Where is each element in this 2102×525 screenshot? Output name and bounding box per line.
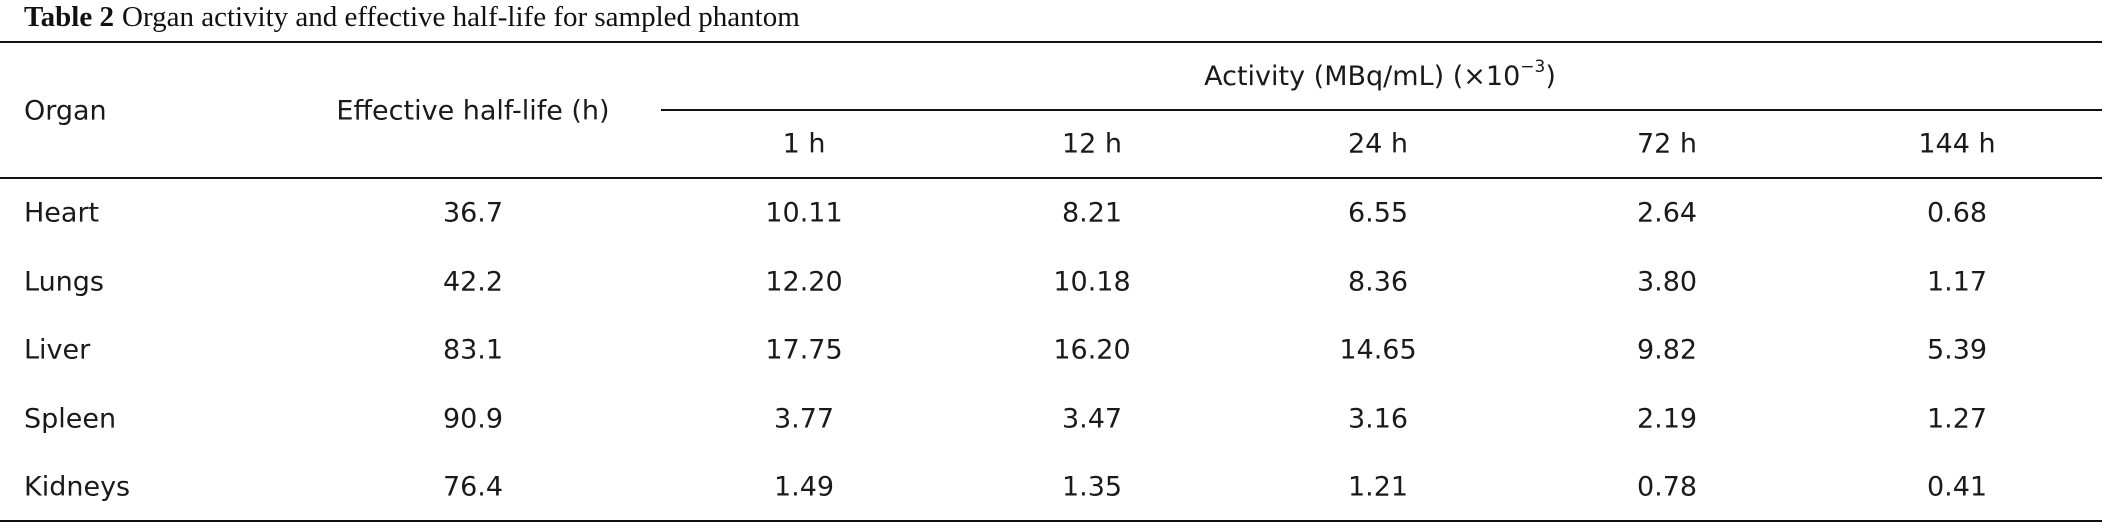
value-cell: 0.41 [1927, 472, 1987, 503]
value-cell: 10.11 [765, 198, 842, 229]
value-cell: 3.77 [774, 404, 834, 435]
half-life-header: Effective half-life (h) [336, 96, 609, 127]
caption-title: Organ activity and effective half-life f… [122, 1, 800, 33]
value-cell: 42.2 [443, 267, 503, 298]
value-cell: 1.49 [774, 472, 834, 503]
activity-prefix: Activity (MBq/mL) (×10 [1204, 61, 1520, 92]
value-cell: 36.7 [443, 198, 503, 229]
value-cell: 90.9 [443, 404, 503, 435]
value-cell: 8.21 [1062, 198, 1122, 229]
organ-cell: Lungs [24, 267, 104, 298]
value-cell: 1.21 [1348, 472, 1408, 503]
value-cell: 1.27 [1927, 404, 1987, 435]
value-cell: 2.19 [1637, 404, 1697, 435]
value-cell: 17.75 [765, 335, 842, 366]
organ-cell: Spleen [24, 404, 116, 435]
value-cell: 9.82 [1637, 335, 1697, 366]
value-cell: 1.35 [1062, 472, 1122, 503]
time-header: 1 h [783, 129, 826, 160]
caption-label: Table 2 [24, 1, 114, 33]
value-cell: 2.64 [1637, 198, 1697, 229]
value-cell: 10.18 [1053, 267, 1130, 298]
value-cell: 76.4 [443, 472, 503, 503]
organ-cell: Liver [24, 335, 91, 366]
table-caption: Table 2 Organ activity and effective half… [24, 1, 800, 33]
time-header: 24 h [1348, 129, 1408, 160]
value-cell: 14.65 [1339, 335, 1416, 366]
value-cell: 6.55 [1348, 198, 1408, 229]
time-header: 72 h [1637, 129, 1697, 160]
value-cell: 16.20 [1053, 335, 1130, 366]
value-cell: 3.47 [1062, 404, 1122, 435]
value-cell: 1.17 [1927, 267, 1987, 298]
time-header: 144 h [1918, 129, 1995, 160]
value-cell: 8.36 [1348, 267, 1408, 298]
activity-header: Activity (MBq/mL) (×10−3) [1204, 57, 1556, 92]
organ-header: Organ [24, 96, 107, 127]
time-header: 12 h [1062, 129, 1122, 160]
value-cell: 83.1 [443, 335, 503, 366]
value-cell: 0.68 [1927, 198, 1987, 229]
organ-cell: Kidneys [24, 472, 130, 503]
value-cell: 12.20 [765, 267, 842, 298]
activity-suffix: ) [1545, 61, 1556, 92]
value-cell: 3.80 [1637, 267, 1697, 298]
value-cell: 0.78 [1637, 472, 1697, 503]
value-cell: 3.16 [1348, 404, 1408, 435]
activity-exponent: −3 [1520, 57, 1545, 77]
value-cell: 5.39 [1927, 335, 1987, 366]
organ-cell: Heart [24, 198, 99, 229]
